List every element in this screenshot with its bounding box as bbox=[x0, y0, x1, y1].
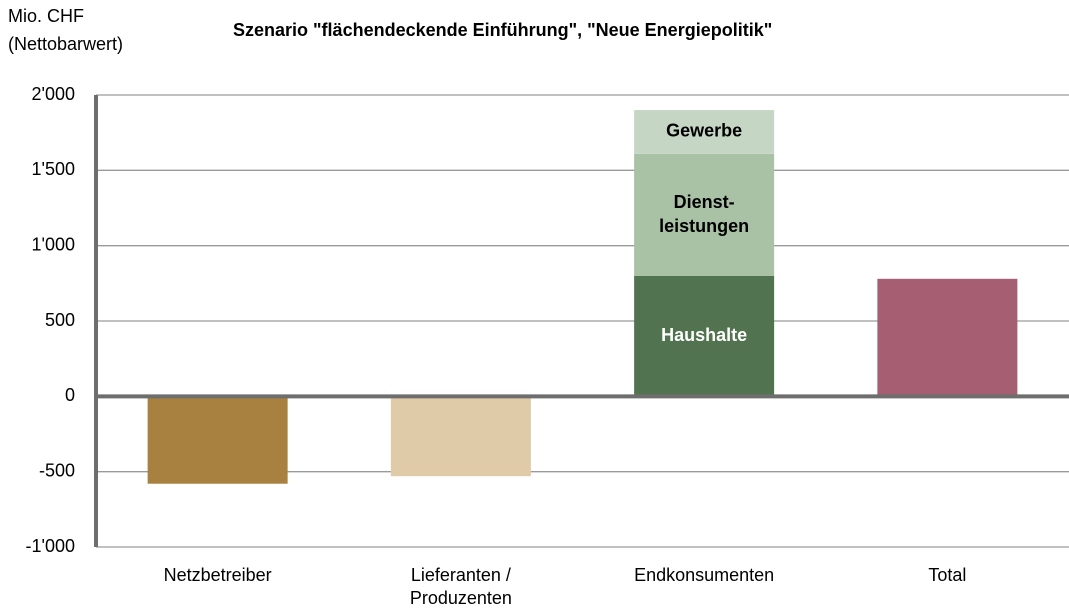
stack-segment bbox=[634, 153, 775, 276]
segment-label: Haushalte bbox=[661, 325, 747, 345]
y-tick-label: 2'000 bbox=[32, 84, 75, 104]
chart-title: Szenario "flächendeckende Einführung", "… bbox=[233, 20, 772, 40]
y-axis-label: Mio. CHF (Nettobarwert) bbox=[8, 6, 123, 54]
y-tick-label: 500 bbox=[45, 310, 75, 330]
x-tick-label: Lieferanten / Produzenten bbox=[410, 565, 512, 608]
bar bbox=[147, 396, 288, 484]
y-tick-label: -1'000 bbox=[26, 536, 75, 556]
stack-segment bbox=[634, 110, 775, 154]
y-tick-label: -500 bbox=[39, 460, 75, 480]
stack-segment bbox=[634, 275, 775, 397]
x-tick-label: Netzbetreiber bbox=[164, 565, 272, 585]
bar bbox=[877, 278, 1018, 397]
segment-label: Dienst-leistungen bbox=[659, 192, 749, 236]
y-tick-label: 1'000 bbox=[32, 234, 75, 254]
x-tick-label: Endkonsumenten bbox=[634, 565, 774, 585]
y-tick-label: 0 bbox=[65, 385, 75, 405]
bar bbox=[390, 396, 531, 477]
segment-label: Gewerbe bbox=[666, 121, 742, 141]
y-tick-label: 1'500 bbox=[32, 159, 75, 179]
x-tick-label: Total bbox=[928, 565, 966, 585]
